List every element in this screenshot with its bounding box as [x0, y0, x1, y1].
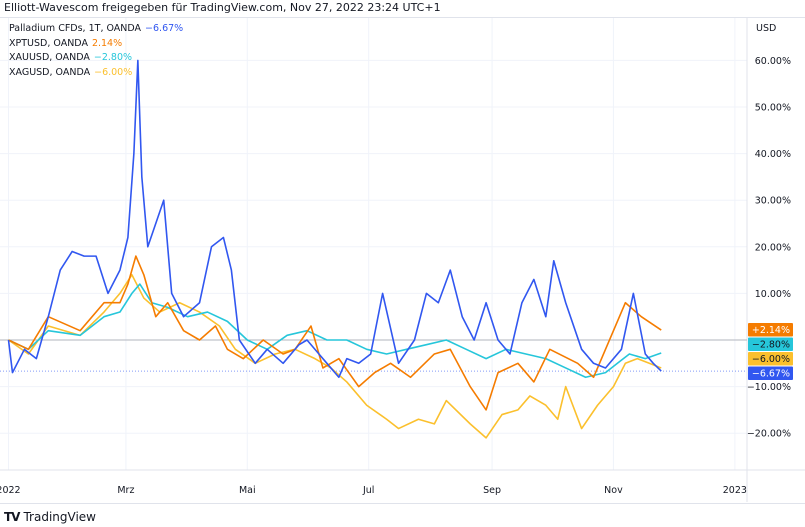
- series-line-palladium: [7, 59, 662, 379]
- price-label: +2.14%: [752, 325, 790, 336]
- legend-value: −6.00%: [94, 66, 133, 78]
- price-label: −6.67%: [752, 369, 790, 380]
- legend-item[interactable]: Palladium CFDs, 1T, OANDA −6.67%: [9, 22, 183, 37]
- x-tick-label: Mai: [239, 485, 256, 496]
- x-tick-label: Sep: [483, 485, 501, 496]
- x-tick-label: 2023: [723, 485, 747, 496]
- chart-canvas[interactable]: 2022 Mrz Mai Jul Sep Nov 2023 60.00% 50.00% 40.00…: [0, 0, 805, 505]
- legend-name: XPTUSD, OANDA: [9, 37, 88, 49]
- x-tick-label: Jul: [362, 485, 374, 496]
- y-tick-label: −10.00%: [747, 382, 791, 393]
- legend-value: 2.14%: [91, 37, 123, 49]
- legend-value: −2.80%: [93, 52, 133, 63]
- price-label: −2.80%: [752, 340, 790, 351]
- tradingview-logo[interactable]: TV TradingView: [4, 510, 96, 524]
- x-tick-label: Nov: [604, 485, 623, 496]
- chart-pane[interactable]: [0, 17, 805, 504]
- legend-name: XAGUSD, OANDA: [9, 66, 91, 78]
- price-label: −6.00%: [752, 354, 790, 365]
- legend-name: XAUUSD, OANDA: [9, 52, 90, 63]
- legend: Palladium CFDs, 1T, OANDA −6.67% XPTUSD, O…: [9, 22, 183, 80]
- x-tick-label: 2022: [0, 485, 21, 496]
- y-tick-label: 60.00%: [755, 56, 791, 67]
- tradingview-logo-icon: TV: [4, 510, 21, 524]
- y-tick-label: 50.00%: [755, 103, 791, 114]
- legend-item[interactable]: XAGUSD, OANDA −6.00%: [9, 66, 183, 81]
- y-tick-label: 40.00%: [755, 149, 791, 160]
- y-axis-unit: USD: [756, 23, 776, 34]
- y-tick-label: −20.00%: [747, 429, 791, 440]
- x-tick-label: Mrz: [117, 485, 134, 496]
- legend-item[interactable]: XAUUSD, OANDA −2.80%: [9, 51, 183, 66]
- price-label-bg: [748, 366, 793, 380]
- legend-name: Palladium CFDs, 1T, OANDA: [9, 23, 142, 34]
- price-label-bg: [748, 352, 793, 366]
- legend-value: −6.67%: [145, 23, 184, 34]
- legend-item[interactable]: XPTUSD, OANDA 2.14%: [9, 37, 183, 52]
- brand-name: TradingView: [23, 510, 96, 524]
- price-label-bg: [748, 323, 793, 337]
- chart-title: Elliott-Wavescom freigegeben für Trading…: [4, 1, 441, 14]
- series-line-xauusd: [8, 283, 662, 379]
- series-line-xptusd: [8, 255, 662, 411]
- y-tick-label: 10.00%: [755, 289, 791, 300]
- y-tick-label: 30.00%: [755, 196, 791, 207]
- y-tick-label: 20.00%: [755, 242, 791, 253]
- price-label-bg: [748, 337, 793, 351]
